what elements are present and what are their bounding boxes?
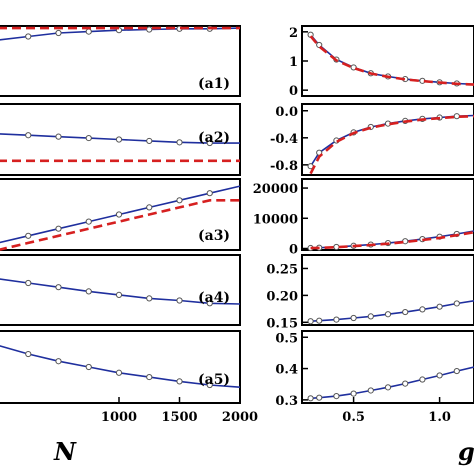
panel-frame-a1: [0, 25, 241, 97]
data-point-b4: [333, 316, 340, 323]
data-point-b4: [307, 318, 314, 325]
ytick-label-b5: 0.4: [275, 363, 298, 378]
data-point-a3: [85, 218, 92, 225]
ytick-label-b2: 0.0: [275, 105, 298, 120]
data-point-b1: [350, 64, 357, 71]
data-point-a2: [176, 139, 183, 146]
panel-frame-b4: [301, 254, 474, 326]
data-point-a3: [25, 232, 32, 239]
data-point-b4: [436, 303, 443, 310]
dashed-series-line-b3: [310, 230, 474, 250]
data-point-b5: [384, 384, 392, 391]
ytick-label-b3: 0: [289, 242, 298, 257]
data-point-a4: [206, 300, 213, 307]
data-point-a5: [146, 373, 153, 381]
data-point-b5: [367, 387, 374, 394]
data-point-a4: [115, 291, 123, 298]
data-point-b5: [333, 393, 340, 400]
panel-frame-b2: [301, 103, 474, 176]
panel-frame-b1: [301, 25, 474, 97]
data-point-a4: [25, 279, 32, 287]
panel-label-a3: (a3): [198, 228, 230, 244]
data-point-b4: [367, 313, 374, 320]
ytick-label-b4: 0.20: [266, 289, 298, 304]
panel-label-a4: (a4): [198, 290, 230, 306]
data-point-b5: [307, 395, 314, 402]
ytick-label-b1: 0: [289, 84, 298, 99]
data-point-a5: [85, 363, 92, 371]
data-point-a3: [176, 197, 183, 204]
data-point-a3: [206, 190, 213, 197]
dashed-series-line-b2: [309, 114, 474, 175]
ytick-label-b4: 0.25: [266, 262, 298, 277]
panel-frame-a3: [0, 178, 241, 251]
data-point-b4: [316, 317, 323, 324]
ytick-label-b5: 0.3: [275, 394, 298, 409]
data-point-a2: [115, 136, 123, 143]
ytick-label-b3: 10000: [253, 212, 298, 227]
data-point-b4: [402, 308, 409, 316]
panel-label-a2: (a2): [198, 130, 230, 146]
xtick-label-right: 0.5: [342, 410, 365, 425]
left-x-axis-label: N: [53, 437, 77, 466]
xtick-label-right: 1.0: [428, 410, 451, 425]
data-point-a3: [146, 204, 153, 211]
data-point-a4: [85, 288, 92, 295]
data-point-a5: [25, 350, 32, 358]
data-point-a1: [55, 29, 62, 37]
data-point-a2: [146, 137, 153, 145]
data-point-a3: [55, 225, 62, 232]
data-point-a1: [25, 33, 32, 40]
data-point-b5: [350, 390, 357, 397]
data-point-a4: [176, 297, 183, 304]
panel-frame-b5: [301, 330, 474, 404]
data-point-a5: [176, 378, 183, 385]
data-point-a4: [55, 284, 62, 291]
panel-frame-a2: [0, 103, 241, 176]
data-point-a5: [115, 369, 123, 376]
panel-frame-a5: [0, 330, 241, 404]
data-point-b4: [384, 311, 392, 318]
data-point-a2: [85, 134, 92, 142]
panel-frame-a4: [0, 254, 241, 326]
data-point-b5: [453, 367, 460, 375]
data-point-b5: [436, 372, 443, 379]
data-point-b5: [419, 376, 426, 383]
data-point-b2: [453, 113, 460, 120]
right-x-axis-label: g: [458, 437, 474, 466]
data-point-a5: [55, 358, 62, 365]
data-point-a2: [25, 132, 32, 139]
ytick-label-b4: 0.15: [266, 316, 298, 331]
data-point-b5: [402, 380, 409, 387]
ytick-label-b1: 2: [289, 26, 298, 41]
xtick-label-left: 1500: [161, 410, 197, 425]
data-point-a4: [146, 295, 153, 302]
panel-frame-b3: [301, 178, 474, 251]
ytick-label-b5: 0.5: [275, 331, 298, 346]
panel-label-a5: (a5): [198, 372, 230, 388]
data-point-b4: [453, 300, 460, 307]
data-point-a5: [206, 381, 213, 389]
data-point-a1: [85, 28, 92, 35]
ytick-label-b2: -0.4: [270, 132, 298, 147]
ytick-label-b3: 20000: [253, 182, 298, 197]
data-point-b5: [316, 394, 323, 401]
data-point-a2: [55, 133, 62, 140]
dashed-series-line-b1: [309, 35, 474, 86]
xtick-label-left: 2000: [222, 410, 258, 425]
xtick-label-left: 1000: [101, 410, 137, 425]
data-point-a3: [115, 211, 123, 218]
panel-label-a1: (a1): [198, 76, 230, 92]
data-point-a1: [146, 26, 153, 33]
data-point-b3: [333, 243, 340, 251]
data-point-a2: [206, 139, 213, 147]
ytick-label-b1: 1: [289, 55, 298, 70]
data-point-b4: [350, 314, 357, 322]
ytick-label-b2: -0.8: [270, 159, 298, 174]
data-point-b4: [419, 306, 426, 313]
